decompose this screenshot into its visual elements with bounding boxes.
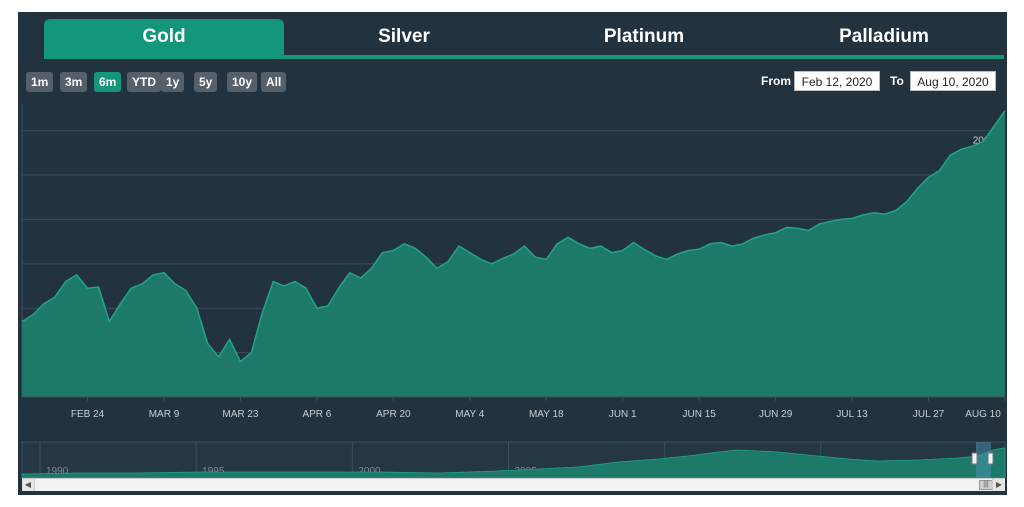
x-tick-label: APR 6 (302, 409, 331, 420)
arrow-left-icon[interactable]: ◀ (22, 479, 35, 491)
x-tick-label: MAR 9 (149, 409, 180, 420)
range-button-10y[interactable]: 10y (227, 72, 258, 92)
navigator-selection (976, 442, 991, 478)
x-tick-label: MAY 4 (455, 409, 485, 420)
from-label: From (761, 74, 791, 88)
x-tick-label: JUN 15 (682, 409, 716, 420)
chart-widget: Gold Silver Platinum Palladium 1m 3m 6m … (18, 12, 1007, 495)
navigator-handle-left (971, 452, 978, 465)
x-tick-label: FEB 24 (71, 409, 105, 420)
x-tick-label: JUN 29 (759, 409, 793, 420)
x-tick-label: MAR 23 (222, 409, 259, 420)
range-button-ytd[interactable]: YTD (127, 72, 161, 92)
range-button-3m[interactable]: 3m (60, 72, 88, 92)
x-tick-label: AUG 10 (965, 409, 1001, 420)
x-tick-label: JUL 27 (913, 409, 945, 420)
navigator-year-label: 2000 (358, 466, 381, 477)
x-tick-label: JUL 13 (836, 409, 868, 420)
tab-silver[interactable]: Silver (378, 26, 430, 47)
to-date-input[interactable]: Aug 10, 2020 (910, 71, 996, 91)
price-line (21, 110, 1006, 363)
grip-icon[interactable]: ||| (979, 480, 993, 490)
tab-palladium[interactable]: Palladium (839, 26, 929, 47)
range-button-1m[interactable]: 1m (26, 72, 54, 92)
navigator-year-label: 1990 (46, 466, 69, 477)
to-label: To (890, 74, 904, 88)
x-tick-label: MAY 18 (529, 409, 564, 420)
range-button-all[interactable]: All (261, 72, 287, 92)
tab-platinum[interactable]: Platinum (603, 26, 685, 47)
metal-tabs: Gold Silver Platinum Palladium (18, 12, 1007, 58)
navigator-handle-right (987, 452, 994, 465)
navigator-area (21, 447, 1006, 479)
x-tick-label: APR 20 (376, 409, 411, 420)
range-button-6m[interactable]: 6m (94, 72, 122, 92)
range-button-5y[interactable]: 5y (194, 72, 218, 92)
from-date-input[interactable]: Feb 12, 2020 (794, 71, 880, 91)
navigator-year-label: 1995 (202, 466, 225, 477)
navigator-scrollbar[interactable]: ◀ ||| ▶ (22, 478, 1005, 491)
range-selector: 1m 3m 6m YTD 1y 5y 10y All From Feb 12, … (18, 70, 1007, 98)
area-fill (22, 110, 1005, 397)
arrow-right-icon[interactable]: ▶ (992, 479, 1005, 491)
tab-underline (44, 55, 1004, 59)
tab-gold[interactable]: Gold (44, 19, 284, 55)
x-tick-label: JUN 1 (609, 409, 637, 420)
range-button-1y[interactable]: 1y (161, 72, 185, 92)
